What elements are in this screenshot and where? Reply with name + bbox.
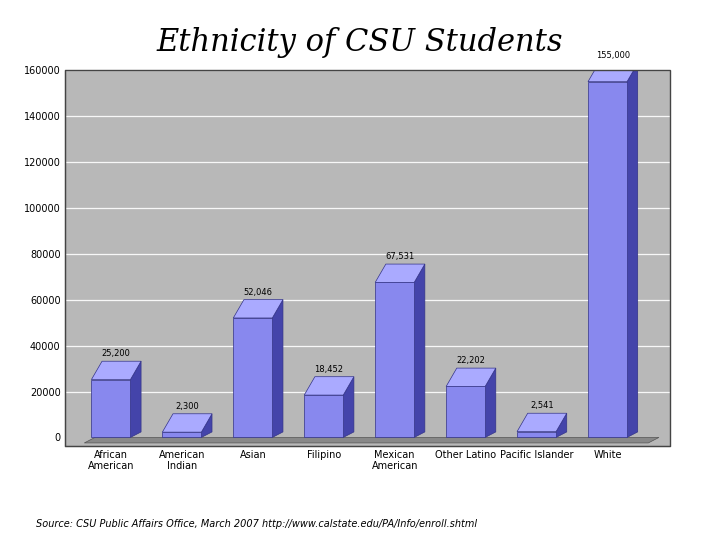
Polygon shape (130, 361, 141, 437)
Polygon shape (588, 63, 638, 82)
Text: 2,300: 2,300 (175, 402, 199, 411)
Polygon shape (162, 414, 212, 432)
Text: 67,531: 67,531 (385, 252, 415, 261)
Bar (446, 387, 485, 437)
Text: Ethnicity of CSU Students: Ethnicity of CSU Students (157, 27, 563, 58)
Bar (162, 432, 202, 437)
Polygon shape (305, 377, 354, 395)
Polygon shape (272, 300, 283, 437)
Text: 25,200: 25,200 (102, 349, 130, 358)
Polygon shape (91, 361, 141, 380)
Polygon shape (202, 414, 212, 437)
Polygon shape (414, 264, 425, 437)
Text: 18,452: 18,452 (315, 365, 343, 374)
Polygon shape (233, 300, 283, 318)
Text: Source: CSU Public Affairs Office, March 2007 http://www.calstate.edu/PA/Info/en: Source: CSU Public Affairs Office, March… (36, 519, 477, 529)
Bar (233, 318, 272, 437)
Bar (588, 82, 627, 437)
Polygon shape (375, 264, 425, 282)
Polygon shape (517, 413, 567, 431)
Bar (91, 380, 130, 437)
Text: 52,046: 52,046 (243, 288, 273, 296)
Text: 155,000: 155,000 (595, 51, 630, 60)
Polygon shape (485, 368, 496, 437)
Polygon shape (556, 413, 567, 437)
Bar (517, 431, 556, 437)
Polygon shape (343, 377, 354, 437)
Bar (305, 395, 343, 437)
Polygon shape (627, 63, 638, 437)
Polygon shape (84, 437, 659, 443)
Text: 2,541: 2,541 (530, 401, 554, 410)
Text: 22,202: 22,202 (456, 356, 485, 365)
Bar (375, 282, 414, 437)
Polygon shape (446, 368, 496, 387)
